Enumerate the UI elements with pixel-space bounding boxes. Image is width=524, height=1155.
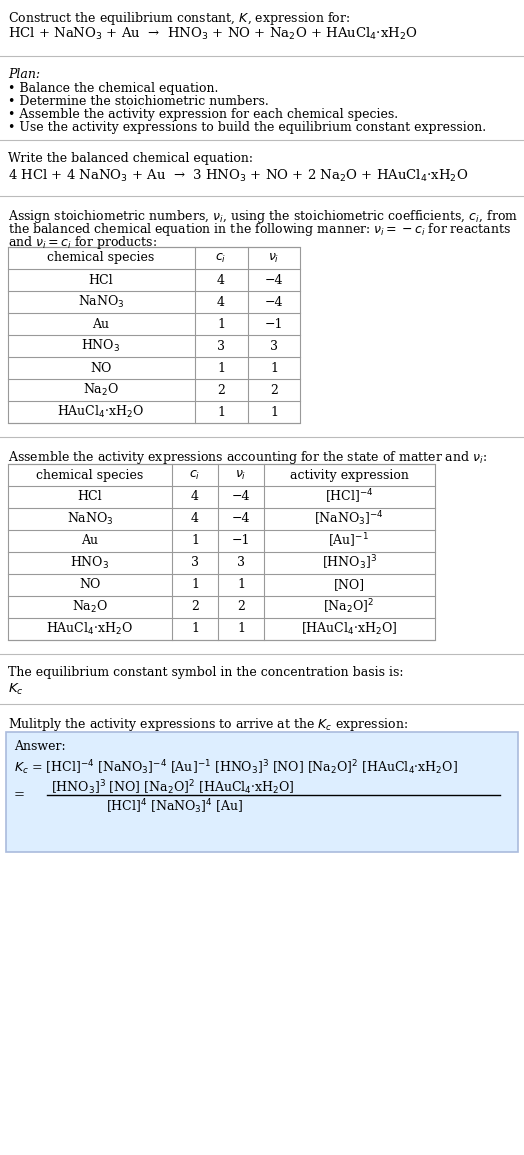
Text: Na$_2$O: Na$_2$O [72,599,108,616]
Text: 1: 1 [270,405,278,418]
Text: 1: 1 [217,405,225,418]
Text: 1: 1 [270,362,278,374]
Text: Na$_2$O: Na$_2$O [83,382,119,398]
Bar [8,247,300,423]
Text: Assemble the activity expressions accounting for the state of matter and $\nu_i$: Assemble the activity expressions accoun… [8,449,487,465]
Text: $\nu_i$: $\nu_i$ [235,469,247,482]
Text: HAuCl$_4$·xH$_2$O: HAuCl$_4$·xH$_2$O [58,404,145,420]
Text: HNO$_3$: HNO$_3$ [81,338,121,355]
Text: 4: 4 [217,296,225,308]
Text: [Au]$^{-1}$: [Au]$^{-1}$ [329,531,369,550]
Text: $K_c$: $K_c$ [8,681,24,698]
Text: NO: NO [90,362,112,374]
Text: 4: 4 [217,274,225,286]
Text: [Na$_2$O]$^2$: [Na$_2$O]$^2$ [323,597,375,617]
Text: 3: 3 [237,557,245,569]
Text: • Assemble the activity expression for each chemical species.: • Assemble the activity expression for e… [8,109,398,121]
Text: 1: 1 [217,362,225,374]
Text: −4: −4 [265,296,283,308]
Text: [HCl]$^{-4}$: [HCl]$^{-4}$ [325,487,373,506]
Text: • Use the activity expressions to build the equilibrium constant expression.: • Use the activity expressions to build … [8,121,486,134]
Text: chemical species: chemical species [36,469,144,482]
Text: −4: −4 [265,274,283,286]
Text: • Balance the chemical equation.: • Balance the chemical equation. [8,82,219,95]
Text: HCl: HCl [89,274,113,286]
Text: 2: 2 [217,383,225,396]
Text: $K_c$ = [HCl]$^{-4}$ [NaNO$_3$]$^{-4}$ [Au]$^{-1}$ [HNO$_3$]$^3$ [NO] [Na$_2$O]$: $K_c$ = [HCl]$^{-4}$ [NaNO$_3$]$^{-4}$ [… [14,758,458,776]
Text: Construct the equilibrium constant, $K$, expression for:: Construct the equilibrium constant, $K$,… [8,10,350,27]
Text: NaNO$_3$: NaNO$_3$ [78,295,124,310]
Text: the balanced chemical equation in the following manner: $\nu_i = -c_i$ for react: the balanced chemical equation in the fo… [8,221,511,238]
Text: 4: 4 [191,491,199,504]
Text: Mulitply the activity expressions to arrive at the $K_c$ expression:: Mulitply the activity expressions to arr… [8,716,408,733]
Text: 2: 2 [191,601,199,613]
Text: 1: 1 [191,623,199,635]
Text: [HCl]$^4$ [NaNO$_3$]$^4$ [Au]: [HCl]$^4$ [NaNO$_3$]$^4$ [Au] [106,797,243,815]
Text: Answer:: Answer: [14,740,66,753]
Text: Assign stoichiometric numbers, $\nu_i$, using the stoichiometric coefficients, $: Assign stoichiometric numbers, $\nu_i$, … [8,208,518,225]
Text: chemical species: chemical species [47,252,155,264]
Text: [HNO$_3$]$^3$: [HNO$_3$]$^3$ [322,553,376,573]
Text: 1: 1 [191,535,199,547]
Text: HCl: HCl [78,491,102,504]
Text: Plan:: Plan: [8,68,40,81]
Text: 2: 2 [270,383,278,396]
Text: Write the balanced chemical equation:: Write the balanced chemical equation: [8,152,253,165]
Text: The equilibrium constant symbol in the concentration basis is:: The equilibrium constant symbol in the c… [8,666,403,679]
Text: =: = [14,789,25,802]
Text: $\nu_i$: $\nu_i$ [268,252,280,264]
Text: activity expression: activity expression [290,469,408,482]
Text: [NaNO$_3$]$^{-4}$: [NaNO$_3$]$^{-4}$ [314,509,384,528]
Text: 1: 1 [217,318,225,330]
Text: 1: 1 [237,579,245,591]
Text: 1: 1 [237,623,245,635]
Text: [NO]: [NO] [333,579,365,591]
Text: NaNO$_3$: NaNO$_3$ [67,511,113,527]
Text: 1: 1 [191,579,199,591]
Text: 4: 4 [191,513,199,526]
Text: −1: −1 [232,535,250,547]
Text: HCl + NaNO$_3$ + Au  →  HNO$_3$ + NO + Na$_2$O + HAuCl$_4$·xH$_2$O: HCl + NaNO$_3$ + Au → HNO$_3$ + NO + Na$… [8,27,418,42]
Text: $c_i$: $c_i$ [215,252,227,264]
Text: [HAuCl$_4$·xH$_2$O]: [HAuCl$_4$·xH$_2$O] [301,621,397,638]
Text: 2: 2 [237,601,245,613]
Text: 4 HCl + 4 NaNO$_3$ + Au  →  3 HNO$_3$ + NO + 2 Na$_2$O + HAuCl$_4$·xH$_2$O: 4 HCl + 4 NaNO$_3$ + Au → 3 HNO$_3$ + NO… [8,167,468,184]
Text: [HNO$_3$]$^3$ [NO] [Na$_2$O]$^2$ [HAuCl$_4$·xH$_2$O]: [HNO$_3$]$^3$ [NO] [Na$_2$O]$^2$ [HAuCl$… [51,778,294,797]
Text: and $\nu_i = c_i$ for products:: and $\nu_i = c_i$ for products: [8,234,157,251]
Text: $c_i$: $c_i$ [189,469,201,482]
Text: 3: 3 [217,340,225,352]
Text: Au: Au [82,535,99,547]
Text: −1: −1 [265,318,283,330]
Text: −4: −4 [232,513,250,526]
Text: HNO$_3$: HNO$_3$ [70,554,110,571]
Text: −4: −4 [232,491,250,504]
Text: NO: NO [79,579,101,591]
Bar [8,464,435,640]
FancyBboxPatch shape [6,732,518,852]
Text: 3: 3 [191,557,199,569]
Text: Au: Au [93,318,110,330]
Text: HAuCl$_4$·xH$_2$O: HAuCl$_4$·xH$_2$O [47,621,134,638]
Text: • Determine the stoichiometric numbers.: • Determine the stoichiometric numbers. [8,95,269,109]
Text: 3: 3 [270,340,278,352]
